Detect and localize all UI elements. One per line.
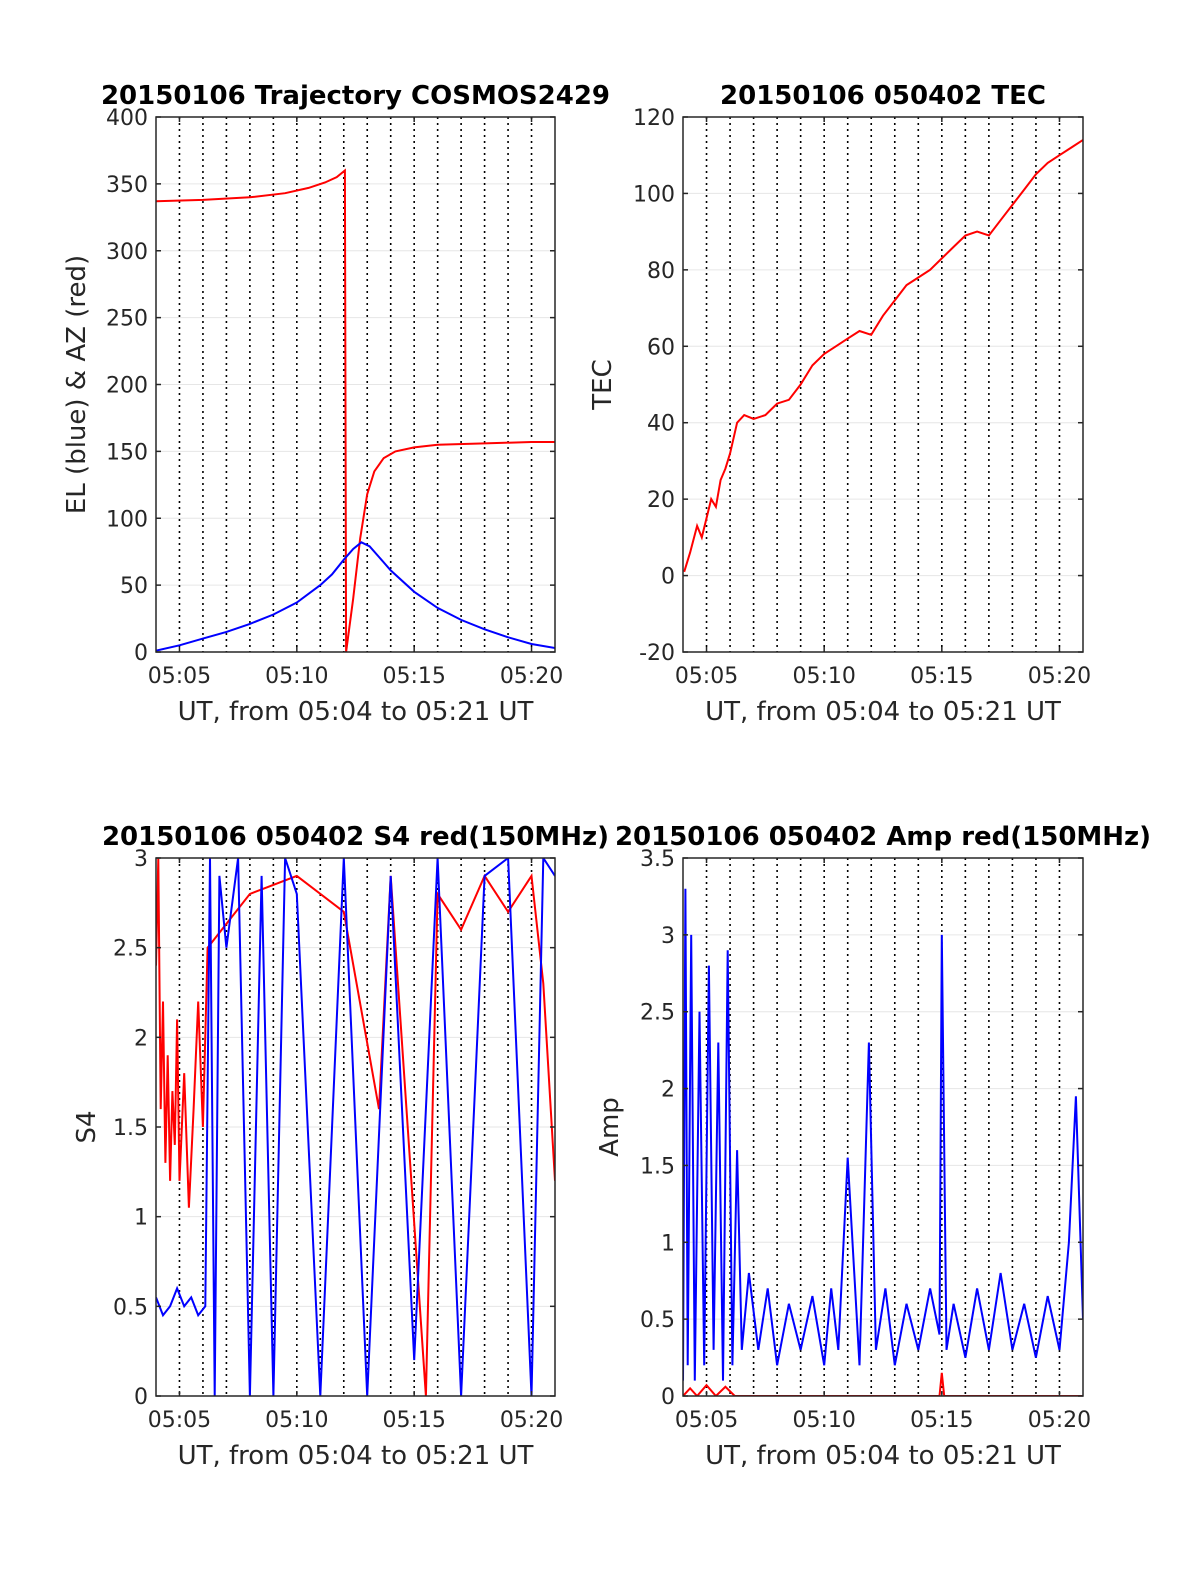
y-tick-label: 1.5 [640,1154,675,1179]
x-tick-label: 05:10 [792,1408,855,1433]
x-tick-label: 05:05 [675,1408,738,1433]
plot-traj: 0 50 100 150 200 250 300 350 400 05:05 05:10 05:15 0… [62,81,610,727]
series-line-1 [683,1372,1083,1396]
x-tick-label: 05:15 [382,664,445,689]
x-tick-label: 05:20 [500,664,563,689]
y-tick-label: 3 [134,847,148,872]
x-tick-label: 05:05 [148,1408,211,1433]
x-tick-label: 05:10 [265,664,328,689]
plot-amp: 0 0.5 1 1.5 2 2.5 3 3.5 05:05 05:10 05:15 05:20 2015… [595,822,1151,1471]
y-tick-label: 2 [134,1026,148,1051]
y-tick-label: -20 [639,641,675,666]
x-tick-label: 05:05 [675,664,738,689]
series-line-1 [156,858,555,1396]
y-tick-label: 2.5 [113,937,148,962]
y-tick-label: 400 [106,106,148,131]
y-tick-label: 0 [134,1385,148,1410]
axes-background [683,858,1083,1396]
x-tick-label: 05:05 [148,664,211,689]
y-axis-label: S4 [72,1110,102,1143]
y-tick-label: 3 [661,924,675,949]
series-line-0 [683,139,1083,573]
y-tick-label: 350 [106,173,148,198]
axes-background [683,117,1083,652]
y-tick-label: 0.5 [113,1295,148,1320]
y-tick-label: 50 [120,574,148,599]
y-tick-label: 250 [106,307,148,332]
x-axis-label: UT, from 05:04 to 05:21 UT [705,697,1061,727]
y-tick-label: 100 [106,507,148,532]
series-line-0 [156,168,555,652]
y-tick-label: 0 [661,1385,675,1410]
y-tick-label: 0 [661,565,675,590]
y-tick-label: 80 [647,259,675,284]
y-tick-label: 3.5 [640,847,675,872]
axes-box [682,116,1084,653]
chart-title: 20150106 050402 TEC [720,81,1046,111]
y-tick-label: 0.5 [640,1308,675,1333]
y-tick-label: 200 [106,374,148,399]
y-tick-label: 60 [647,335,675,360]
x-tick-label: 05:10 [792,664,855,689]
series-line-0 [156,858,555,1396]
x-axis-label: UT, from 05:04 to 05:21 UT [178,1441,534,1471]
chart-title: 20150106 050402 S4 red(150MHz) [102,822,609,852]
x-tick-label: 05:15 [910,664,973,689]
axes-box [682,857,1084,1397]
x-tick-label: 05:20 [500,1408,563,1433]
chart-title: 20150106 Trajectory COSMOS2429 [101,81,610,111]
x-axis-label: UT, from 05:04 to 05:21 UT [178,697,534,727]
y-tick-label: 1 [661,1231,675,1256]
y-tick-label: 1.5 [113,1116,148,1141]
y-tick-label: 40 [647,412,675,437]
chart-title: 20150106 050402 Amp red(150MHz) [615,822,1151,852]
x-tick-label: 05:20 [1028,1408,1091,1433]
plot-s4: 0 0.5 1 1.5 2 2.5 3 05:05 05:10 05:15 05:20 2015010… [72,822,609,1471]
y-tick-label: 1 [134,1206,148,1231]
x-tick-label: 05:15 [910,1408,973,1433]
x-tick-label: 05:20 [1028,664,1091,689]
x-tick-label: 05:15 [382,1408,445,1433]
plot-tec: -20 0 20 40 60 80 100 120 05:05 05:10 05:15 05:20 20… [588,81,1091,727]
series-line-0 [683,888,1083,1381]
y-tick-label: 150 [106,440,148,465]
y-tick-label: 20 [647,488,675,513]
y-axis-label: Amp [595,1097,625,1157]
y-tick-label: 0 [134,641,148,666]
x-axis-label: UT, from 05:04 to 05:21 UT [705,1441,1061,1471]
y-axis-label: TEC [588,359,618,410]
y-tick-label: 120 [633,106,675,131]
y-tick-label: 2.5 [640,1001,675,1026]
x-tick-label: 05:10 [265,1408,328,1433]
series-line-1 [156,541,555,652]
y-tick-label: 100 [633,182,675,207]
y-tick-label: 2 [661,1078,675,1103]
y-axis-label: EL (blue) & AZ (red) [62,255,92,514]
y-tick-label: 300 [106,240,148,265]
